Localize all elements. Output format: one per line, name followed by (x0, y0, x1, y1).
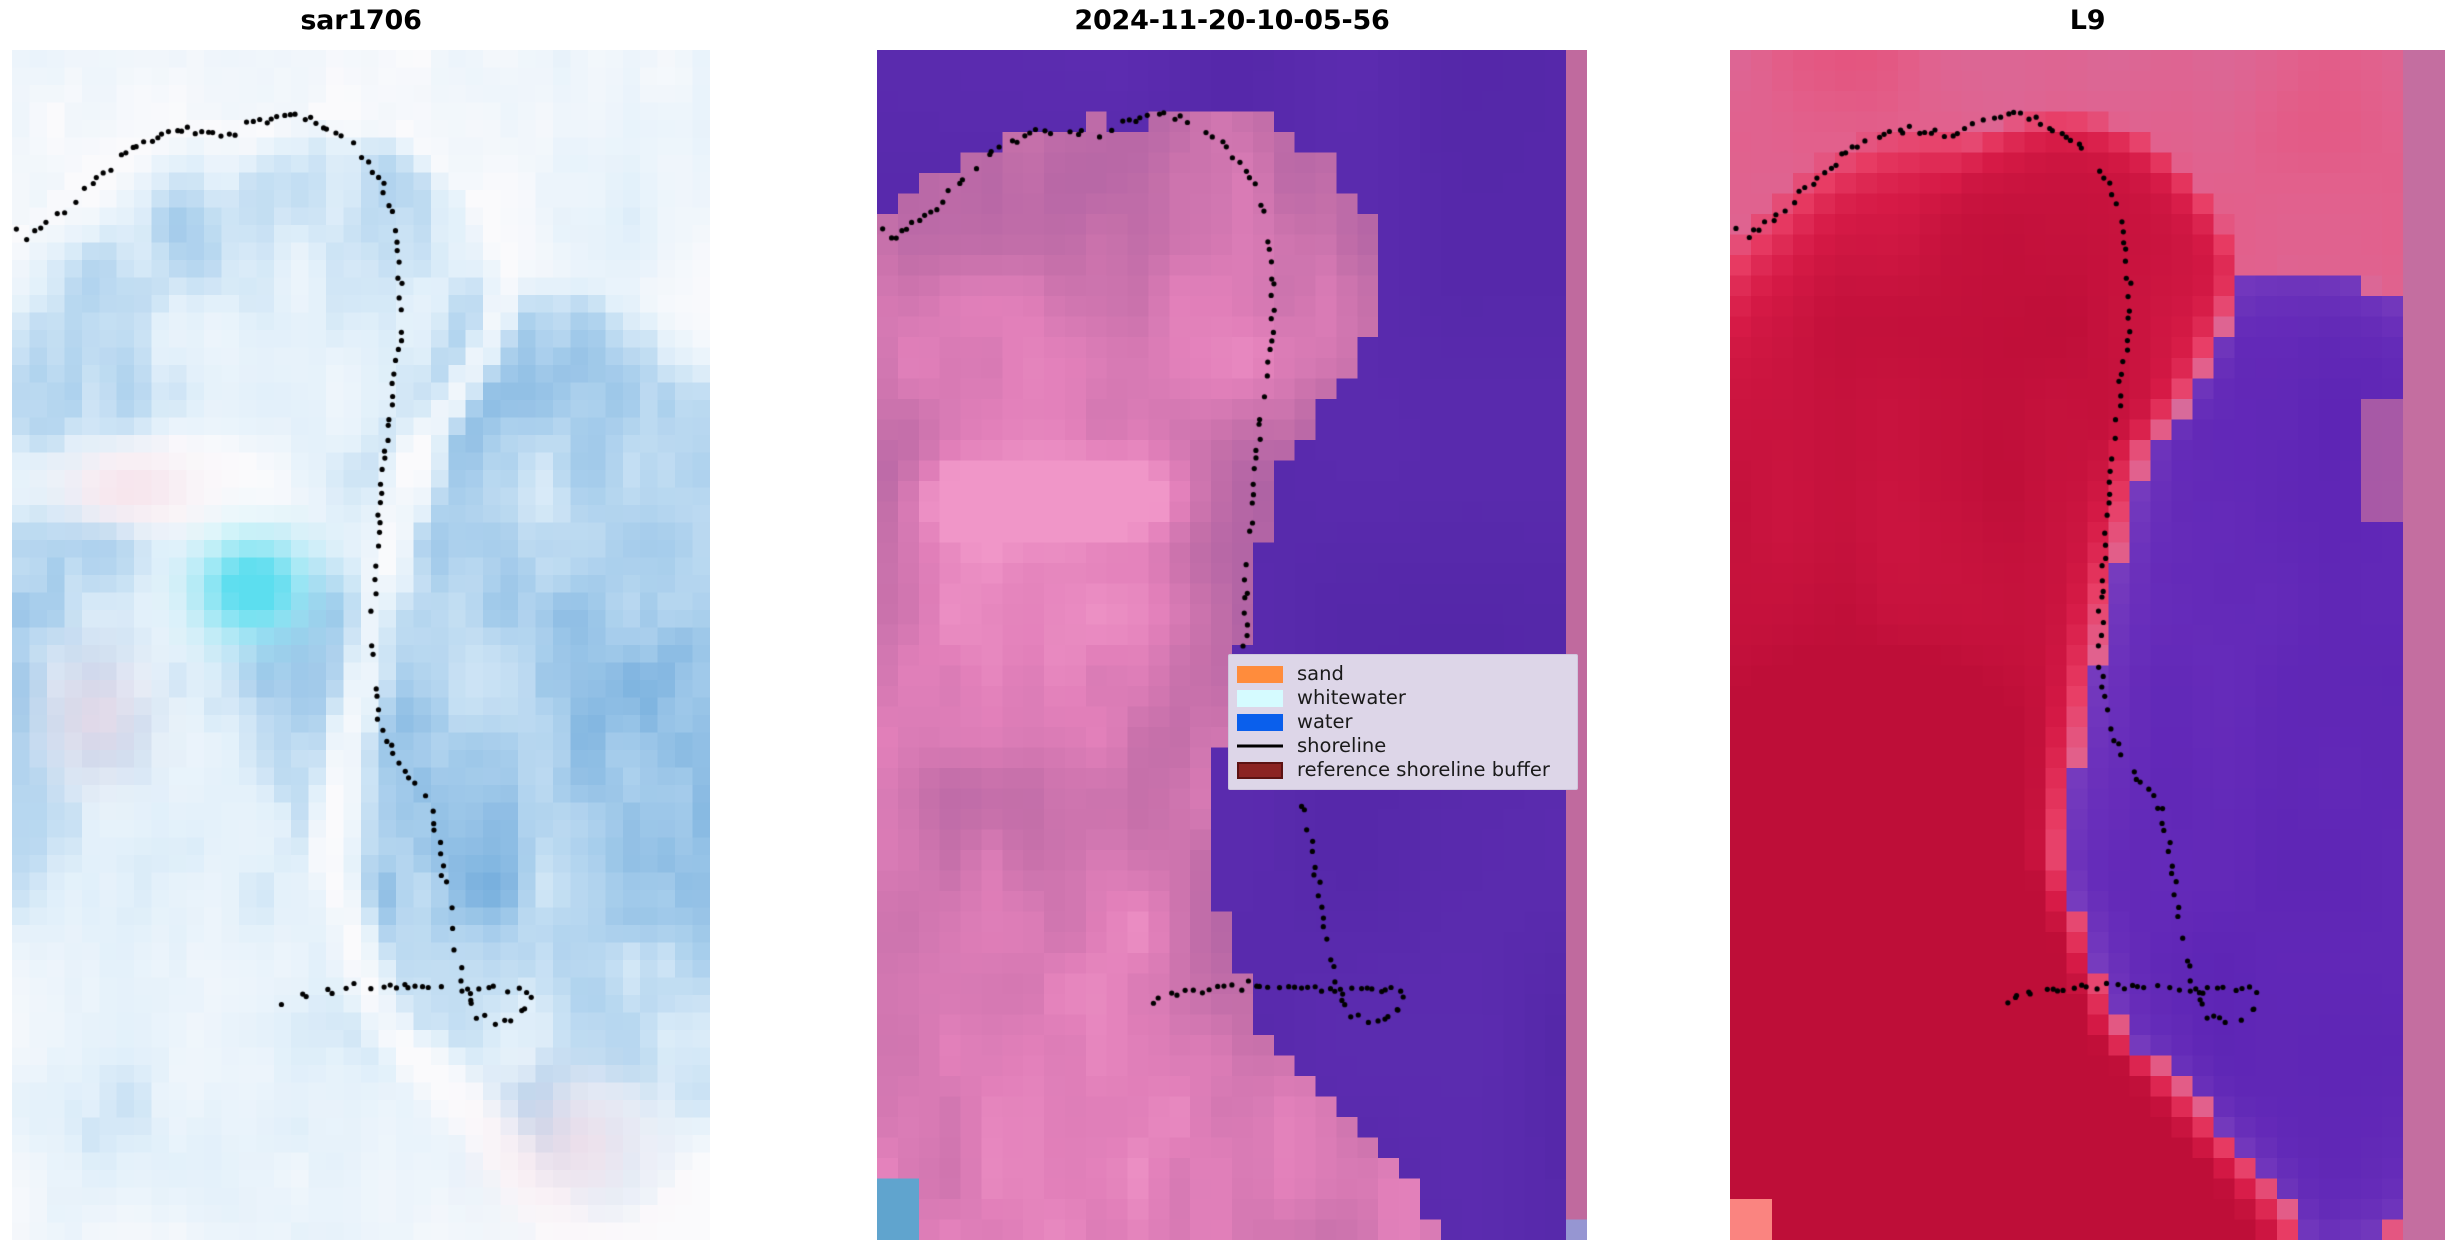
raster-frame-2 (877, 50, 1587, 1240)
shoreline-line-icon (1237, 738, 1283, 755)
raster-frame-3 (1730, 50, 2445, 1240)
reference-buffer-swatch-icon (1237, 761, 1283, 779)
panel-l9: L9 (1730, 0, 2445, 1259)
panel-title-2: 2024-11-20-10-05-56 (1074, 5, 1390, 36)
raster-frame-1 (12, 50, 710, 1240)
legend-item-water: water (1237, 710, 1569, 734)
panel-sar1706: sar1706 (12, 0, 710, 1259)
panel-2024-11-20-10-05-56: 2024-11-20-10-05-56 (877, 0, 1587, 1259)
legend-item-shoreline: shoreline (1237, 734, 1569, 758)
legend-label-whitewater: whitewater (1297, 686, 1406, 709)
legend-label-reference-buffer: reference shoreline buffer (1297, 758, 1550, 781)
legend-label-water: water (1297, 710, 1353, 733)
panel-title-3: L9 (2069, 5, 2106, 36)
legend: sand whitewater water shoreline referenc… (1228, 654, 1578, 790)
legend-label-shoreline: shoreline (1297, 734, 1387, 757)
legend-item-whitewater: whitewater (1237, 686, 1569, 710)
sand-swatch-icon (1237, 665, 1283, 683)
water-swatch-icon (1237, 713, 1283, 731)
raster-image-l9 (1730, 50, 2445, 1240)
whitewater-swatch-icon (1237, 689, 1283, 707)
legend-item-reference-buffer: reference shoreline buffer (1237, 758, 1569, 782)
panel-title-1: sar1706 (300, 5, 422, 36)
legend-item-sand: sand (1237, 662, 1569, 686)
raster-image-optical (877, 50, 1587, 1240)
raster-image-sar (12, 50, 710, 1240)
legend-label-sand: sand (1297, 662, 1344, 685)
